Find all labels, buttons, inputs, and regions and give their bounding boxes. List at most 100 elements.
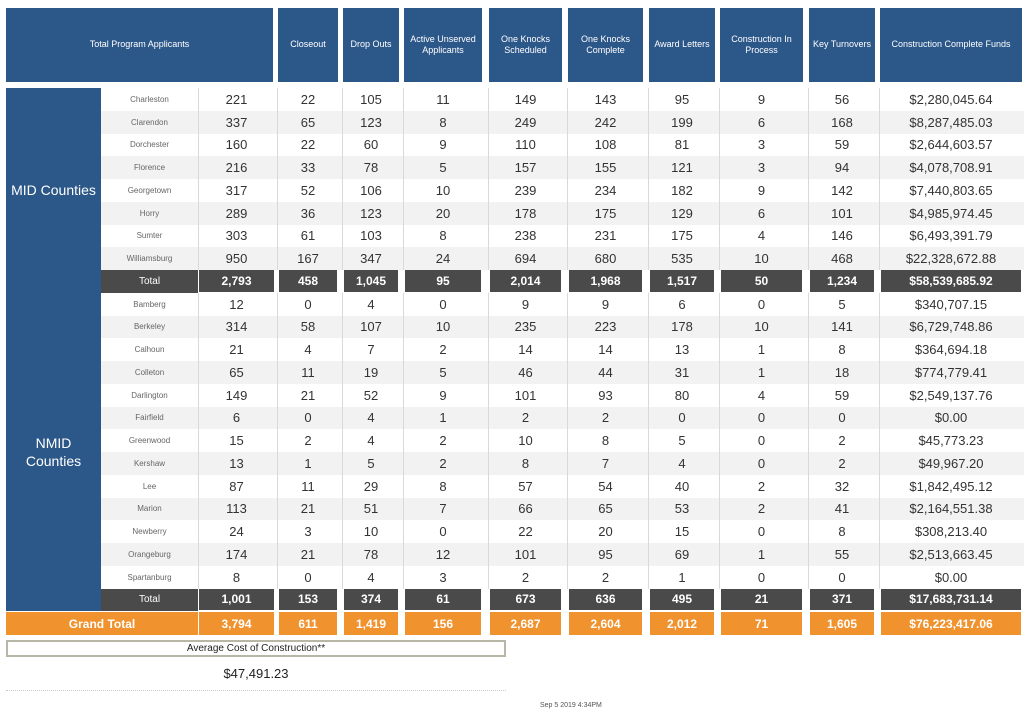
group-label-text: MID Counties <box>11 182 96 199</box>
cell-florence-key-turnovers: 94 <box>834 160 850 176</box>
cell-berkeley-one-knocks-scheduled: 235 <box>514 319 537 335</box>
table-row <box>101 88 1024 111</box>
column-divider <box>719 292 720 589</box>
grand-total-one-knocks-complete: 2,604 <box>569 612 642 636</box>
cell-charleston-construction-in-process: 9 <box>757 91 766 107</box>
cell-williamsburg-closeout: 167 <box>297 251 319 267</box>
grand-total-drop-outs: 1,419 <box>344 612 398 636</box>
table-row <box>101 452 1024 475</box>
cell-marion-closeout: 21 <box>300 501 316 517</box>
cell-florence-active-unserved-applicants: 5 <box>439 160 447 176</box>
grand-total-construction-complete-funds: $76,223,417.06 <box>881 612 1021 636</box>
group-label-text: NMID Counties <box>25 434 82 469</box>
group-total-construction-complete-funds: $58,539,685.92 <box>881 270 1021 292</box>
group-total-drop-outs: 374 <box>344 588 398 611</box>
group-total-construction-in-process: 50 <box>721 270 802 292</box>
cell-calhoun-one-knocks-complete: 14 <box>598 342 613 358</box>
cell-orangeburg-closeout: 21 <box>300 546 316 562</box>
cell-fairfield-award-letters: 0 <box>678 410 686 426</box>
cell-lee-total-program-applicants: 87 <box>229 478 244 494</box>
cell-darlington-drop-outs: 52 <box>363 387 379 403</box>
column-header-award-letters: Award Letters <box>649 8 715 82</box>
grand-total-construction-in-process: 71 <box>721 612 802 636</box>
cell-darlington-closeout: 21 <box>300 387 316 403</box>
cell-georgetown-construction-complete-funds: $7,440,803.65 <box>909 182 993 198</box>
column-header-construction-complete-funds: Construction Complete Funds <box>880 8 1022 82</box>
cell-orangeburg-construction-in-process: 1 <box>757 546 766 562</box>
cell-newberry-drop-outs: 10 <box>363 524 379 540</box>
group-total-total-program-applicants: 1,001 <box>199 588 274 611</box>
cell-colleton-total-program-applicants: 65 <box>229 364 244 380</box>
cell-lee-construction-complete-funds: $1,842,495.12 <box>909 478 993 494</box>
column-divider <box>808 88 809 270</box>
cell-calhoun-active-unserved-applicants: 2 <box>439 342 447 358</box>
cell-newberry-active-unserved-applicants: 0 <box>439 524 447 540</box>
grand-total-closeout: 611 <box>279 612 337 636</box>
group-total-award-letters: 1,517 <box>650 270 714 292</box>
cell-sumter-one-knocks-scheduled: 238 <box>514 228 537 244</box>
cell-sumter-award-letters: 175 <box>671 228 693 244</box>
group-total-closeout: 458 <box>279 270 337 292</box>
cell-fairfield-one-knocks-complete: 2 <box>601 410 610 426</box>
cell-lee-key-turnovers: 32 <box>834 478 850 494</box>
column-header-one-knocks-complete: One Knocks Complete <box>568 8 643 82</box>
column-divider <box>277 88 278 270</box>
cell-horry-construction-complete-funds: $4,985,974.45 <box>909 205 993 221</box>
cell-orangeburg-one-knocks-complete: 95 <box>598 546 613 562</box>
cell-spartanburg-award-letters: 1 <box>678 569 686 585</box>
cell-berkeley-award-letters: 178 <box>671 319 693 335</box>
cell-florence-total-program-applicants: 216 <box>225 160 248 176</box>
cell-bamberg-active-unserved-applicants: 0 <box>439 296 447 312</box>
cell-clarendon-construction-in-process: 6 <box>757 114 766 130</box>
cell-newberry-construction-in-process: 0 <box>757 524 766 540</box>
cell-colleton-key-turnovers: 18 <box>834 364 850 380</box>
cell-williamsburg-total-program-applicants: 950 <box>225 251 248 267</box>
table-row <box>101 133 1024 157</box>
cell-greenwood-one-knocks-complete: 8 <box>601 433 610 449</box>
cell-darlington-key-turnovers: 59 <box>834 387 850 403</box>
county-label-darlington: Darlington <box>131 390 168 400</box>
cell-colleton-award-letters: 31 <box>674 364 690 380</box>
column-header-key-turnovers: Key Turnovers <box>809 8 875 82</box>
cell-florence-one-knocks-complete: 155 <box>594 160 617 176</box>
cell-spartanburg-key-turnovers: 0 <box>838 569 846 585</box>
grand-total-total-program-applicants: 3,794 <box>199 612 274 636</box>
cell-fairfield-drop-outs: 4 <box>367 410 375 426</box>
column-divider <box>879 88 880 270</box>
cell-greenwood-award-letters: 5 <box>678 433 686 449</box>
cell-colleton-construction-complete-funds: $774,779.41 <box>914 364 988 380</box>
cell-williamsburg-construction-in-process: 10 <box>754 251 769 267</box>
cell-darlington-construction-complete-funds: $2,549,137.76 <box>909 387 993 403</box>
column-header-drop-outs: Drop Outs <box>343 8 399 82</box>
column-divider <box>277 292 278 589</box>
cell-orangeburg-award-letters: 69 <box>674 546 690 562</box>
cell-kershaw-one-knocks-scheduled: 8 <box>521 455 530 471</box>
cell-kershaw-active-unserved-applicants: 2 <box>439 455 447 471</box>
cell-fairfield-active-unserved-applicants: 1 <box>439 410 447 426</box>
column-divider <box>879 292 880 589</box>
table-row <box>101 565 1024 589</box>
cell-darlington-one-knocks-complete: 93 <box>598 387 613 403</box>
cell-fairfield-construction-in-process: 0 <box>757 410 766 426</box>
column-divider <box>719 88 720 270</box>
cell-georgetown-one-knocks-complete: 234 <box>594 182 617 198</box>
cell-williamsburg-active-unserved-applicants: 24 <box>435 251 451 267</box>
cell-williamsburg-drop-outs: 347 <box>360 251 382 267</box>
cell-colleton-construction-in-process: 1 <box>757 364 766 380</box>
grand-total-key-turnovers: 1,605 <box>810 612 874 636</box>
group-total-one-knocks-complete: 636 <box>569 588 642 611</box>
cell-bamberg-total-program-applicants: 12 <box>229 296 244 312</box>
cell-charleston-one-knocks-complete: 143 <box>594 91 617 107</box>
cell-newberry-construction-complete-funds: $308,213.40 <box>914 524 988 540</box>
cell-horry-total-program-applicants: 289 <box>225 205 248 221</box>
county-label-charleston: Charleston <box>130 94 169 104</box>
cell-newberry-award-letters: 15 <box>674 524 690 540</box>
divider <box>6 690 506 691</box>
cell-marion-active-unserved-applicants: 7 <box>439 501 447 517</box>
cell-calhoun-total-program-applicants: 21 <box>229 342 244 358</box>
cell-orangeburg-key-turnovers: 55 <box>834 546 850 562</box>
cell-sumter-construction-in-process: 4 <box>757 228 766 244</box>
cell-greenwood-closeout: 2 <box>304 433 312 449</box>
cell-charleston-key-turnovers: 56 <box>834 91 850 107</box>
column-divider <box>198 88 199 270</box>
